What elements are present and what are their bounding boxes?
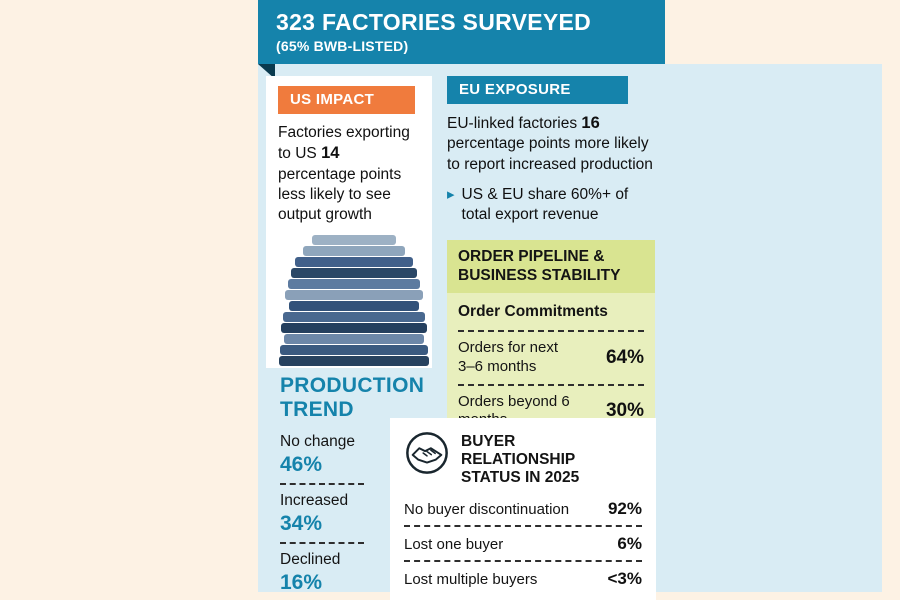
jeans-layer bbox=[289, 301, 419, 311]
eu-exposure-label: EU EXPOSURE bbox=[447, 76, 628, 104]
buyer-row-label: Lost multiple buyers bbox=[404, 571, 538, 589]
buyer-row: No buyer discontinuation 92% bbox=[404, 492, 642, 525]
jeans-layer bbox=[285, 290, 423, 300]
divider bbox=[404, 560, 642, 563]
jeans-layer bbox=[295, 257, 413, 267]
buyer-row-label: Lost one buyer bbox=[404, 536, 504, 554]
buyer-relationship-title: BUYER RELATIONSHIP STATUS IN 2025 bbox=[461, 433, 580, 486]
buyer-row: Lost multiple buyers <3% bbox=[404, 562, 642, 595]
us-impact-highlight: 14 bbox=[321, 144, 340, 163]
eu-exposure-text-after: percentage points more likely to report … bbox=[447, 135, 653, 173]
production-trend-section: PRODUCTION TREND No change 46% Increased… bbox=[280, 374, 425, 600]
order-row-value: 30% bbox=[605, 400, 644, 422]
buyer-row-value: <3% bbox=[607, 569, 643, 589]
stacked-jeans-image bbox=[278, 235, 430, 366]
header: 323 FACTORIES SURVEYED (65% BWB-LISTED) bbox=[258, 0, 665, 64]
stat-value: 16% bbox=[280, 571, 323, 595]
jeans-layer bbox=[288, 279, 420, 289]
buyer-row: Lost one buyer 6% bbox=[404, 527, 642, 560]
header-title: 323 FACTORIES SURVEYED bbox=[276, 9, 592, 35]
jeans-layer bbox=[279, 356, 429, 366]
divider bbox=[458, 330, 644, 333]
divider bbox=[280, 542, 364, 545]
buyer-row-value: 92% bbox=[607, 499, 642, 519]
us-impact-label: US IMPACT bbox=[278, 86, 415, 114]
buyer-row-label: No buyer discontinuation bbox=[404, 501, 570, 519]
production-trend-title: PRODUCTION TREND bbox=[280, 374, 425, 421]
bullet-arrow-icon: ▸ bbox=[447, 185, 455, 203]
us-impact-section: US IMPACT Factories exporting to US 14 p… bbox=[266, 76, 432, 368]
jeans-layer bbox=[284, 334, 424, 344]
eu-exposure-section: EU EXPOSURE EU-linked factories 16 perce… bbox=[447, 76, 659, 225]
order-pipeline-section: ORDER PIPELINE & BUSINESS STABILITY Orde… bbox=[447, 240, 655, 446]
jeans-layer bbox=[280, 345, 428, 355]
divider bbox=[458, 383, 644, 386]
eu-exposure-highlight: 16 bbox=[581, 114, 600, 132]
eu-exposure-text-before: EU-linked factories bbox=[447, 115, 582, 132]
stat-value: 46% bbox=[280, 453, 323, 477]
order-row-value: 64% bbox=[605, 346, 644, 368]
handshake-icon bbox=[404, 430, 450, 481]
buyer-relationship-section: BUYER RELATIONSHIP STATUS IN 2025 No buy… bbox=[390, 418, 656, 600]
us-impact-text: Factories exporting to US 14 percentage … bbox=[278, 123, 420, 225]
us-impact-text-before: Factories exporting to US bbox=[278, 124, 410, 163]
stat-item: No change 46% bbox=[280, 433, 368, 477]
jeans-layer bbox=[283, 312, 425, 322]
buyer-row-value: 6% bbox=[617, 534, 642, 554]
jeans-layer bbox=[312, 235, 396, 245]
eu-bullet-text: US & EU share 60%+ of total export reven… bbox=[461, 185, 629, 223]
buyer-relationship-header: BUYER RELATIONSHIP STATUS IN 2025 bbox=[404, 430, 642, 486]
eu-bullet-item: ▸ US & EU share 60%+ of total export rev… bbox=[447, 185, 659, 225]
stat-label: Declined bbox=[280, 551, 341, 569]
order-row-label: Orders for next 3–6 months bbox=[458, 339, 559, 375]
divider bbox=[280, 483, 364, 486]
order-row: Orders for next 3–6 months 64% bbox=[458, 333, 644, 383]
stat-label: No change bbox=[280, 433, 355, 451]
jeans-layer bbox=[303, 246, 405, 256]
divider bbox=[404, 525, 642, 528]
header-subtitle: (65% BWB-LISTED) bbox=[276, 38, 409, 54]
stat-label: Increased bbox=[280, 492, 349, 510]
production-trend-stats: No change 46% Increased 34% Declined 16% bbox=[280, 433, 368, 595]
order-pipeline-title: ORDER PIPELINE & BUSINESS STABILITY bbox=[447, 240, 655, 294]
jeans-layer bbox=[281, 323, 427, 333]
order-commitments-subtitle: Order Commitments bbox=[458, 303, 608, 321]
stat-item: Declined 16% bbox=[280, 551, 368, 595]
eu-exposure-text: EU-linked factories 16 percentage points… bbox=[447, 113, 659, 175]
us-impact-text-after: percentage points less likely to see out… bbox=[278, 165, 402, 223]
stat-item: Increased 34% bbox=[280, 492, 368, 536]
jeans-layer bbox=[291, 268, 417, 278]
stat-value: 34% bbox=[280, 512, 323, 536]
